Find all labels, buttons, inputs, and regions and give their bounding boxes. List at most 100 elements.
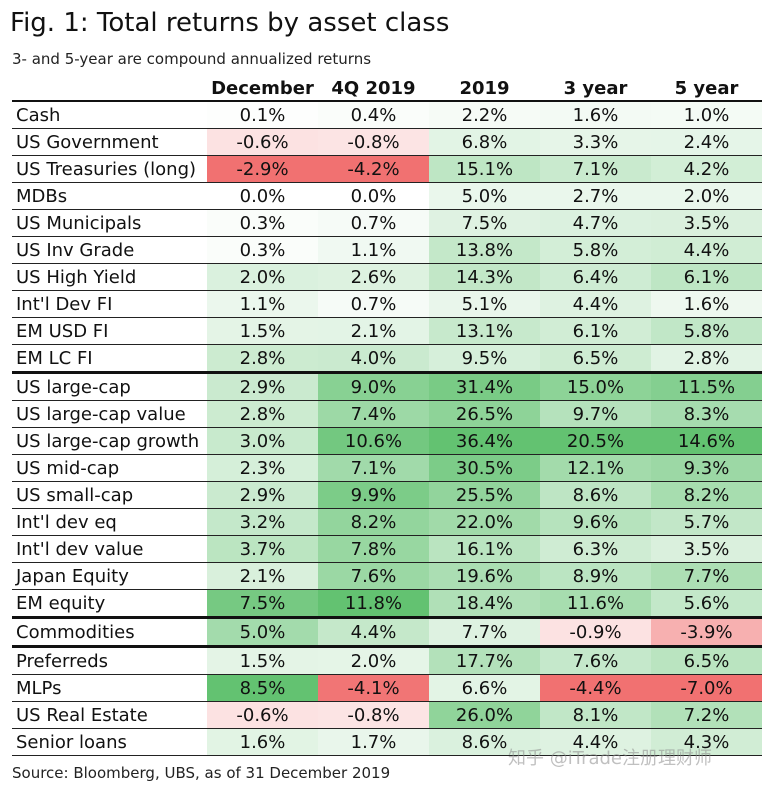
source-note: Source: Bloomberg, UBS, as of 31 Decembe… xyxy=(12,764,391,782)
return-cell: 14.3% xyxy=(429,263,540,291)
return-cell: 6.8% xyxy=(429,128,540,156)
asset-class-cell: Commodities xyxy=(12,616,207,647)
return-cell: 2.0% xyxy=(318,645,429,675)
return-cell: 3.5% xyxy=(651,535,762,563)
return-cell: 5.1% xyxy=(429,290,540,318)
return-cell: -7.0% xyxy=(651,674,762,702)
return-cell: 15.0% xyxy=(540,371,651,401)
return-cell: -0.8% xyxy=(318,128,429,156)
asset-class-cell: Japan Equity xyxy=(12,562,207,590)
return-cell: 9.0% xyxy=(318,371,429,401)
asset-class-cell: US mid-cap xyxy=(12,454,207,482)
table-row: US large-cap 2.9% 9.0% 31.4% 15.0% 11.5% xyxy=(12,371,762,401)
table-row: EM equity 7.5% 11.8% 18.4% 11.6% 5.6% xyxy=(12,589,762,618)
asset-class-cell: Int'l dev value xyxy=(12,535,207,563)
return-cell: 4.4% xyxy=(318,616,429,647)
return-cell: -0.8% xyxy=(318,701,429,729)
return-cell: 8.5% xyxy=(207,674,318,702)
return-cell: 7.7% xyxy=(429,616,540,647)
table-row: US small-cap 2.9% 9.9% 25.5% 8.6% 8.2% xyxy=(12,481,762,509)
table-row: Senior loans 1.6% 1.7% 8.6% 4.4% 4.3% xyxy=(12,728,762,756)
return-cell: 5.0% xyxy=(429,182,540,210)
return-cell: 1.6% xyxy=(207,728,318,756)
header-cell-5-year: 5 year xyxy=(651,76,762,102)
return-cell: 7.6% xyxy=(540,645,651,675)
asset-class-cell: US small-cap xyxy=(12,481,207,509)
return-cell: 11.8% xyxy=(318,589,429,618)
table-row: Cash 0.1% 0.4% 2.2% 1.6% 1.0% xyxy=(12,101,762,129)
table-row: EM USD FI 1.5% 2.1% 13.1% 6.1% 5.8% xyxy=(12,317,762,345)
return-cell: 8.3% xyxy=(651,400,762,428)
asset-class-cell: EM equity xyxy=(12,589,207,618)
asset-class-cell: MDBs xyxy=(12,182,207,210)
return-cell: 2.6% xyxy=(318,263,429,291)
asset-class-cell: EM USD FI xyxy=(12,317,207,345)
return-cell: 2.9% xyxy=(207,371,318,401)
return-cell: 1.6% xyxy=(540,101,651,129)
table-row: MDBs 0.0% 0.0% 5.0% 2.7% 2.0% xyxy=(12,182,762,210)
return-cell: 30.5% xyxy=(429,454,540,482)
return-cell: 8.6% xyxy=(429,728,540,756)
return-cell: 15.1% xyxy=(429,155,540,183)
return-cell: -3.9% xyxy=(651,616,762,647)
return-cell: 0.4% xyxy=(318,101,429,129)
return-cell: 0.3% xyxy=(207,209,318,237)
figure-subtitle: 3- and 5-year are compound annualized re… xyxy=(12,50,372,68)
table-row: US Treasuries (long) -2.9% -4.2% 15.1% 7.1% 4… xyxy=(12,155,762,183)
table-row: MLPs 8.5% -4.1% 6.6% -4.4% -7.0% xyxy=(12,674,762,702)
return-cell: -4.1% xyxy=(318,674,429,702)
return-cell: 7.4% xyxy=(318,400,429,428)
asset-class-cell: US large-cap xyxy=(12,371,207,401)
return-cell: -0.6% xyxy=(207,701,318,729)
return-cell: 2.8% xyxy=(207,344,318,373)
asset-class-cell: US large-cap growth xyxy=(12,427,207,455)
return-cell: 2.1% xyxy=(318,317,429,345)
header-cell-3-year: 3 year xyxy=(540,76,651,102)
return-cell: 9.5% xyxy=(429,344,540,373)
table-row: Preferreds 1.5% 2.0% 17.7% 7.6% 6.5% xyxy=(12,645,762,675)
table-row: US Inv Grade 0.3% 1.1% 13.8% 5.8% 4.4% xyxy=(12,236,762,264)
table-row: Int'l dev value 3.7% 7.8% 16.1% 6.3% 3.5% xyxy=(12,535,762,563)
asset-class-cell: Preferreds xyxy=(12,645,207,675)
return-cell: 7.8% xyxy=(318,535,429,563)
return-cell: 0.0% xyxy=(318,182,429,210)
return-cell: 13.8% xyxy=(429,236,540,264)
return-cell: 2.8% xyxy=(207,400,318,428)
return-cell: 3.5% xyxy=(651,209,762,237)
return-cell: 8.6% xyxy=(540,481,651,509)
return-cell: -2.9% xyxy=(207,155,318,183)
return-cell: 5.6% xyxy=(651,589,762,618)
table-row: Japan Equity 2.1% 7.6% 19.6% 8.9% 7.7% xyxy=(12,562,762,590)
return-cell: 0.7% xyxy=(318,290,429,318)
return-cell: 10.6% xyxy=(318,427,429,455)
asset-class-cell: US Treasuries (long) xyxy=(12,155,207,183)
return-cell: 6.3% xyxy=(540,535,651,563)
return-cell: 5.8% xyxy=(540,236,651,264)
return-cell: 9.3% xyxy=(651,454,762,482)
return-cell: -0.9% xyxy=(540,616,651,647)
asset-class-cell: US Government xyxy=(12,128,207,156)
return-cell: 6.5% xyxy=(651,645,762,675)
asset-class-cell: US Inv Grade xyxy=(12,236,207,264)
return-cell: 2.2% xyxy=(429,101,540,129)
return-cell: 6.5% xyxy=(540,344,651,373)
asset-class-cell: US Real Estate xyxy=(12,701,207,729)
return-cell: 3.3% xyxy=(540,128,651,156)
header-row: December 4Q 2019 2019 3 year 5 year xyxy=(12,76,762,102)
return-cell: 20.5% xyxy=(540,427,651,455)
asset-class-cell: US large-cap value xyxy=(12,400,207,428)
return-cell: 4.4% xyxy=(540,728,651,756)
return-cell: 8.2% xyxy=(651,481,762,509)
return-cell: 7.2% xyxy=(651,701,762,729)
return-cell: 31.4% xyxy=(429,371,540,401)
return-cell: 0.7% xyxy=(318,209,429,237)
return-cell: 17.7% xyxy=(429,645,540,675)
return-cell: 1.5% xyxy=(207,317,318,345)
return-cell: 7.6% xyxy=(318,562,429,590)
return-cell: 8.9% xyxy=(540,562,651,590)
asset-class-cell: US Municipals xyxy=(12,209,207,237)
return-cell: 4.7% xyxy=(540,209,651,237)
return-cell: 5.0% xyxy=(207,616,318,647)
return-cell: 4.4% xyxy=(651,236,762,264)
asset-class-cell: Senior loans xyxy=(12,728,207,756)
